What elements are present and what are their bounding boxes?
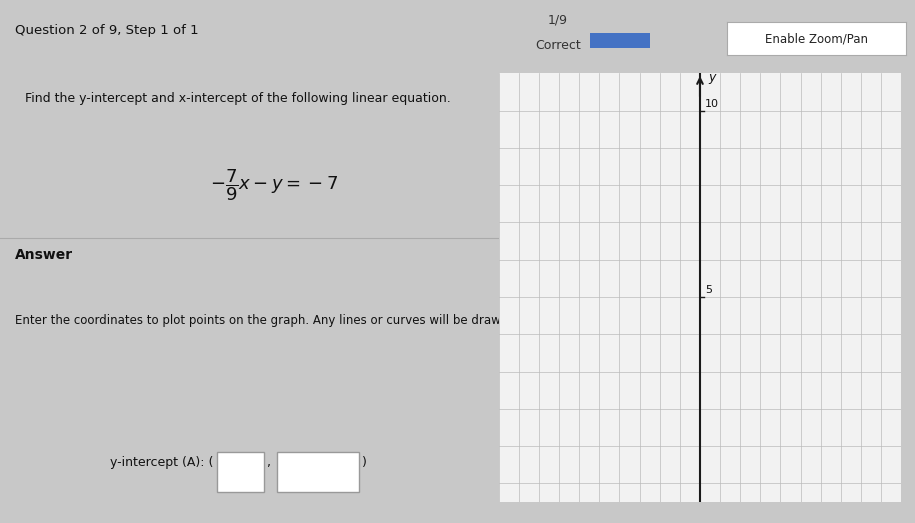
Text: 1/9: 1/9 [548, 13, 568, 26]
Text: 5: 5 [705, 285, 712, 295]
Text: y-intercept (A): (: y-intercept (A): ( [110, 457, 213, 469]
Bar [217, 452, 264, 492]
Text: $-\dfrac{7}{9}x - y = -7$: $-\dfrac{7}{9}x - y = -7$ [210, 167, 339, 203]
Text: $y$: $y$ [708, 72, 718, 86]
Text: Enable Zoom/Pan: Enable Zoom/Pan [765, 32, 868, 45]
Text: Enter the coordinates to plot points on the graph. Any lines or curves will be d: Enter the coordinates to plot points on … [15, 314, 725, 327]
Text: ,: , [267, 457, 271, 469]
Text: 10: 10 [705, 99, 719, 109]
Text: Question 2 of 9, Step 1 of 1: Question 2 of 9, Step 1 of 1 [15, 24, 199, 37]
Text: Find the y-intercept and x-intercept of the following linear equation.: Find the y-intercept and x-intercept of … [25, 92, 451, 105]
Bar [590, 33, 650, 48]
Text: Correct: Correct [535, 39, 581, 52]
Bar [276, 452, 359, 492]
Text: ): ) [361, 457, 366, 469]
Text: Answer: Answer [15, 248, 73, 263]
